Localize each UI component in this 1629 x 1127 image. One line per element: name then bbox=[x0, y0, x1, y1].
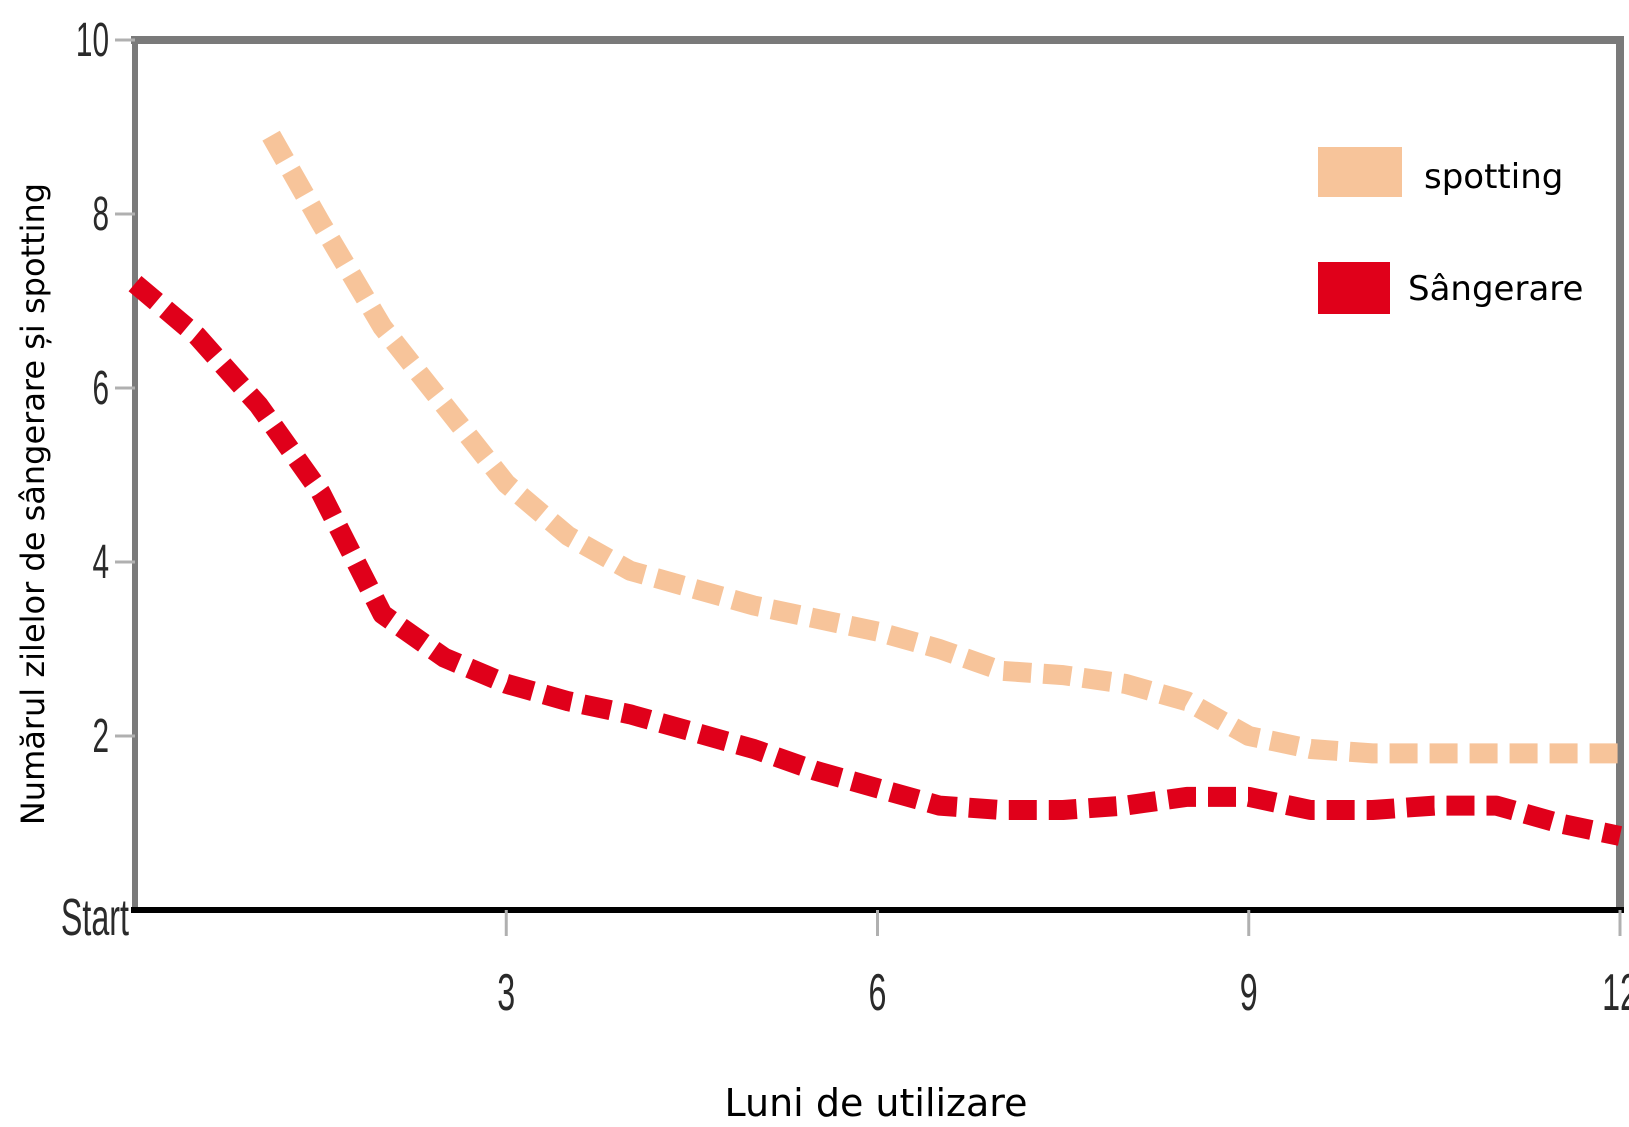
series-layer bbox=[128, 130, 1623, 846]
x-tick-label: Start bbox=[61, 889, 129, 947]
legend-swatch-spotting bbox=[1318, 147, 1402, 197]
y-tick-label: 10 bbox=[76, 14, 109, 67]
legend-swatch-sangerare bbox=[1318, 262, 1390, 314]
legend: spotting Sângerare bbox=[1318, 147, 1583, 314]
series-line-spotting bbox=[262, 130, 1620, 764]
y-tick-label: 4 bbox=[92, 536, 109, 589]
x-tick-label: 9 bbox=[1240, 964, 1258, 1022]
x-tick-label: 12 bbox=[1602, 964, 1629, 1022]
x-tick-label: 3 bbox=[497, 964, 515, 1022]
y-tick-label: 6 bbox=[92, 362, 109, 415]
x-axis-title: Luni de utilizare bbox=[725, 1081, 1028, 1125]
legend-label-spotting: spotting bbox=[1424, 157, 1563, 197]
plot-frame bbox=[131, 36, 1624, 913]
y-tick-label: 8 bbox=[92, 188, 109, 241]
series-line-sangerare bbox=[128, 275, 1623, 846]
legend-label-sangerare: Sângerare bbox=[1408, 269, 1583, 309]
x-tick-label: 6 bbox=[869, 964, 887, 1022]
y-tick-label: 2 bbox=[92, 710, 109, 763]
tick-layer: 2 4 6 8 10 Start 3 6 9 12 bbox=[61, 14, 1629, 1022]
y-axis-title: Numărul zilelor de sângerare și spotting bbox=[14, 183, 52, 825]
